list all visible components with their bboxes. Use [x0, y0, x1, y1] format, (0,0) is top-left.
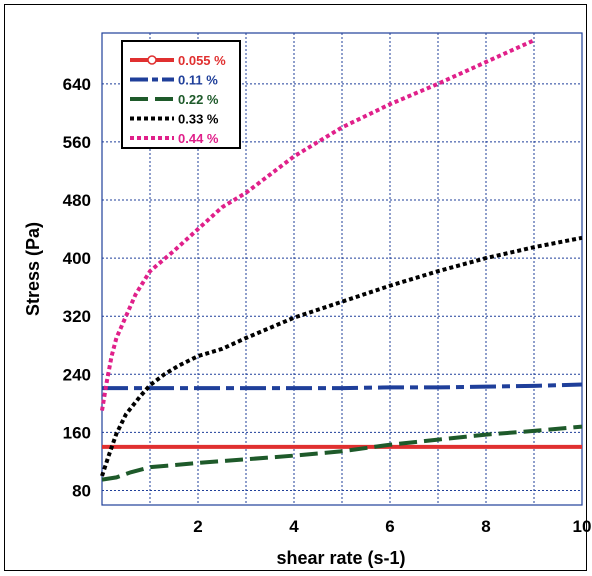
x-tick-label: 4: [289, 517, 299, 536]
legend-label-0: 0.055 %: [178, 53, 226, 68]
y-tick-label: 400: [63, 249, 91, 268]
y-tick-label: 560: [63, 133, 91, 152]
legend: 0.055 % 0.11 % 0.22 % 0.33 % 0.44 %: [121, 40, 241, 149]
y-tick-labels: 80 160 240 320 400 480 560 640: [63, 75, 91, 501]
x-tick-label: 6: [385, 517, 394, 536]
y-tick-label: 640: [63, 75, 91, 94]
series-line-2: [101, 424, 583, 482]
y-tick-label: 80: [72, 481, 91, 500]
x-tick-label: 8: [481, 517, 490, 536]
x-axis-label: shear rate (s-1): [276, 548, 405, 568]
series-line-3: [100, 235, 583, 477]
legend-label-1: 0.11 %: [178, 73, 218, 88]
y-tick-label: 320: [63, 307, 91, 326]
legend-label-4: 0.44 %: [178, 131, 219, 146]
y-tick-label: 480: [63, 191, 91, 210]
y-tick-label: 160: [63, 423, 91, 442]
x-tick-label: 10: [573, 517, 592, 536]
legend-label-2: 0.22 %: [178, 92, 219, 107]
series-line-4: [100, 38, 535, 411]
y-tick-label: 240: [63, 365, 91, 384]
legend-marker-0: [147, 55, 157, 65]
x-tick-label: 2: [193, 517, 202, 536]
y-axis-label: Stress (Pa): [23, 222, 43, 316]
series-layer: [100, 38, 583, 482]
series-line-1: [102, 382, 583, 391]
legend-label-3: 0.33 %: [178, 112, 219, 127]
x-tick-labels: 2 4 6 8 10: [193, 517, 591, 536]
